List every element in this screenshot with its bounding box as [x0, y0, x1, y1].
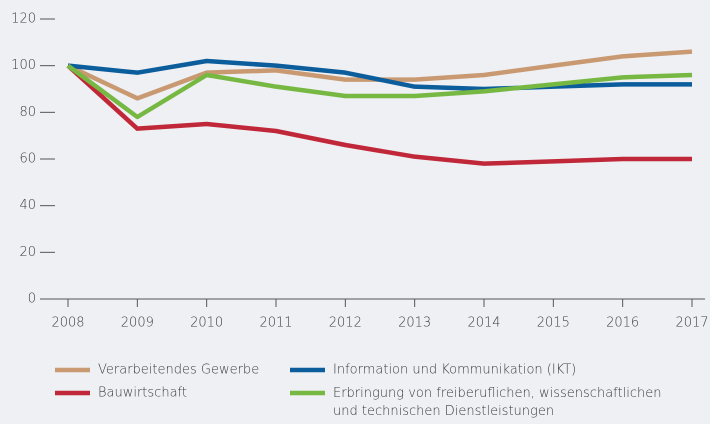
y-tick-label: 20: [19, 245, 36, 260]
y-tick-label: 60: [19, 152, 36, 167]
legend-label: Information und Kommunikation (IKT): [333, 363, 576, 378]
x-tick-label: 2011: [259, 316, 292, 331]
y-tick-label: 0: [28, 292, 36, 307]
x-tick-label: 2010: [190, 316, 223, 331]
series-line: [67, 49, 693, 101]
legend-label: Bauwirtschaft: [98, 386, 187, 401]
series-line: [66, 64, 692, 166]
x-tick-label: 2008: [51, 316, 84, 331]
y-tick-label: 100: [11, 58, 36, 73]
series-line: [67, 58, 692, 92]
x-tick-label: 2013: [398, 316, 431, 331]
x-tick-label: 2016: [606, 316, 639, 331]
x-tick-label: 2014: [467, 316, 500, 331]
x-tick-label: 2015: [537, 316, 570, 331]
y-tick-label: 80: [19, 105, 36, 120]
y-tick-label: 120: [11, 12, 36, 27]
y-tick-label: 40: [19, 198, 36, 213]
x-tick-label: 2009: [121, 316, 154, 331]
legend-label: Erbringung von freiberuflichen, wissensc…: [333, 386, 661, 419]
x-tick-label: 2017: [675, 316, 708, 331]
series-line: [66, 63, 693, 120]
x-tick-label: 2012: [329, 316, 362, 331]
legend-label: Verarbeitendes Gewerbe: [98, 363, 259, 378]
